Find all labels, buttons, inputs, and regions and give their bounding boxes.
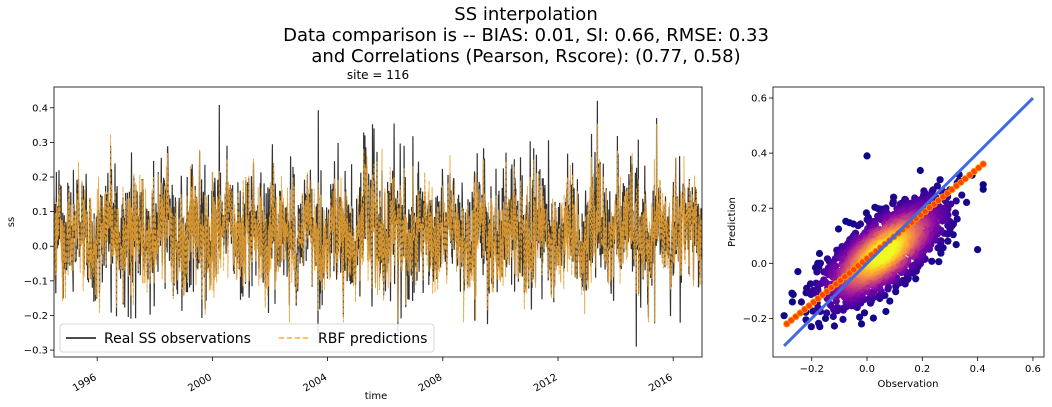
y-tick-label: −0.2 [743,314,767,325]
fit-point [979,160,987,168]
scatter-point [958,191,966,199]
timeseries-frame [53,86,703,358]
scatter-point [829,312,837,321]
scatter-point [860,309,869,317]
y-tick-label: −0.3 [24,346,48,357]
scatter-point [944,237,952,245]
scatter-point [935,258,943,266]
scatter-point [908,262,916,270]
scatter-x-label: Observation [878,379,939,390]
scatter-point [952,241,960,249]
y-tick-label: −0.1 [24,276,48,287]
x-tick-label: 0.2 [914,364,930,375]
x-tick-label: 2000 [186,372,214,394]
y-tick-label: 0.2 [751,204,767,215]
legend-label-predictions: RBF predictions [318,331,427,347]
chart-suptitle-line-2: Data comparison is -- BIAS: 0.01, SI: 0.… [283,25,769,46]
scatter-point [813,268,821,276]
scatter-point [823,309,831,317]
chart-suptitle-line-3: and Correlations (Pearson, Rscore): (0.7… [311,46,741,67]
scatter-point [974,246,982,254]
scatter-point [892,288,900,296]
scatter-point [839,315,847,323]
identity-line [783,96,1034,348]
x-tick-label: 0.0 [859,364,875,375]
scatter-point [949,231,957,239]
scatter-point [809,307,817,315]
scatter-point [797,298,806,306]
scatter-point [780,312,788,320]
scatter-point [937,237,945,245]
x-tick-label: 2008 [417,372,445,394]
scatter-point [951,209,960,217]
scatter-point [815,249,824,258]
scatter-point [952,197,960,205]
scatter-point [807,323,815,331]
legend-label-observations: Real SS observations [104,331,251,347]
scatter-point [788,298,797,306]
x-tick-label: 2016 [647,372,675,394]
scatter-point [857,320,866,328]
y-tick-label: 0.4 [751,149,767,160]
series-predictions-overlay [54,123,702,323]
scatter-y-ticks: −0.2 0.0 0.2 0.4 0.6 [743,94,773,325]
scatter-axes: −0.2 0.0 0.2 0.4 0.6 −0.2 0.0 0.2 0.4 0.6 Observ… [727,86,1045,390]
x-tick-label: −0.2 [800,364,824,375]
scatter-point [856,220,865,228]
scatter-point [963,198,971,206]
scatter-point [979,181,987,189]
scatter-point [937,249,945,257]
scatter-point [815,319,823,327]
scatter-point [789,290,797,298]
y-tick-label: 0.0 [751,259,767,270]
scatter-point [889,200,897,208]
scatter-point [944,222,952,230]
scatter-point [936,176,944,184]
scatter-x-ticks: −0.2 0.0 0.2 0.4 0.6 [800,357,1041,375]
x-tick-label: 0.4 [970,364,986,375]
timeseries-x-ticks: 1996 2000 2004 2008 2012 2016 [71,357,675,394]
scatter-point [863,152,871,160]
scatter-point [884,283,893,291]
scatter-point [806,280,815,288]
scatter-point [834,225,843,233]
scatter-point [912,275,920,283]
y-tick-label: 0.6 [751,94,767,105]
timeseries-plot-area [54,100,702,347]
chart-suptitle-line-1: SS interpolation [454,4,598,25]
scatter-point [916,166,924,175]
y-tick-label: 0.3 [32,138,48,149]
scatter-point [794,268,802,276]
timeseries-x-label: time [365,391,388,402]
x-tick-label: 1996 [71,372,99,394]
timeseries-axes: site = 116 −0.3 −0.2 −0.1 0.0 0.1 0.2 0.3 0.4 1… [6,68,703,402]
scatter-point [953,215,961,223]
y-tick-label: 0.0 [32,242,48,253]
x-tick-label: 0.6 [1025,364,1041,375]
y-tick-label: 0.2 [32,173,48,184]
scatter-plot-area [780,96,1034,348]
timeseries-title: site = 116 [347,68,409,82]
y-tick-label: 0.1 [32,207,48,218]
scatter-frame [772,86,1045,358]
scatter-point [928,257,936,265]
y-tick-label: 0.4 [32,103,48,114]
y-tick-label: −0.2 [24,311,48,322]
scatter-y-label: Prediction [727,197,738,247]
scatter-point [869,314,878,322]
timeseries-legend: Real SS observations RBF predictions [59,323,435,353]
x-tick-label: 2012 [532,372,560,394]
timeseries-y-label: ss [6,217,17,227]
legend-box [59,323,435,353]
scatter-point [886,297,894,305]
scatter-point [856,313,864,321]
scatter-point [821,314,830,322]
scatter-point [830,322,839,330]
scatter-point [833,304,841,312]
x-tick-label: 2004 [302,372,330,394]
timeseries-y-ticks: −0.3 −0.2 −0.1 0.0 0.1 0.2 0.3 0.4 [24,103,54,357]
scatter-point [882,307,890,316]
